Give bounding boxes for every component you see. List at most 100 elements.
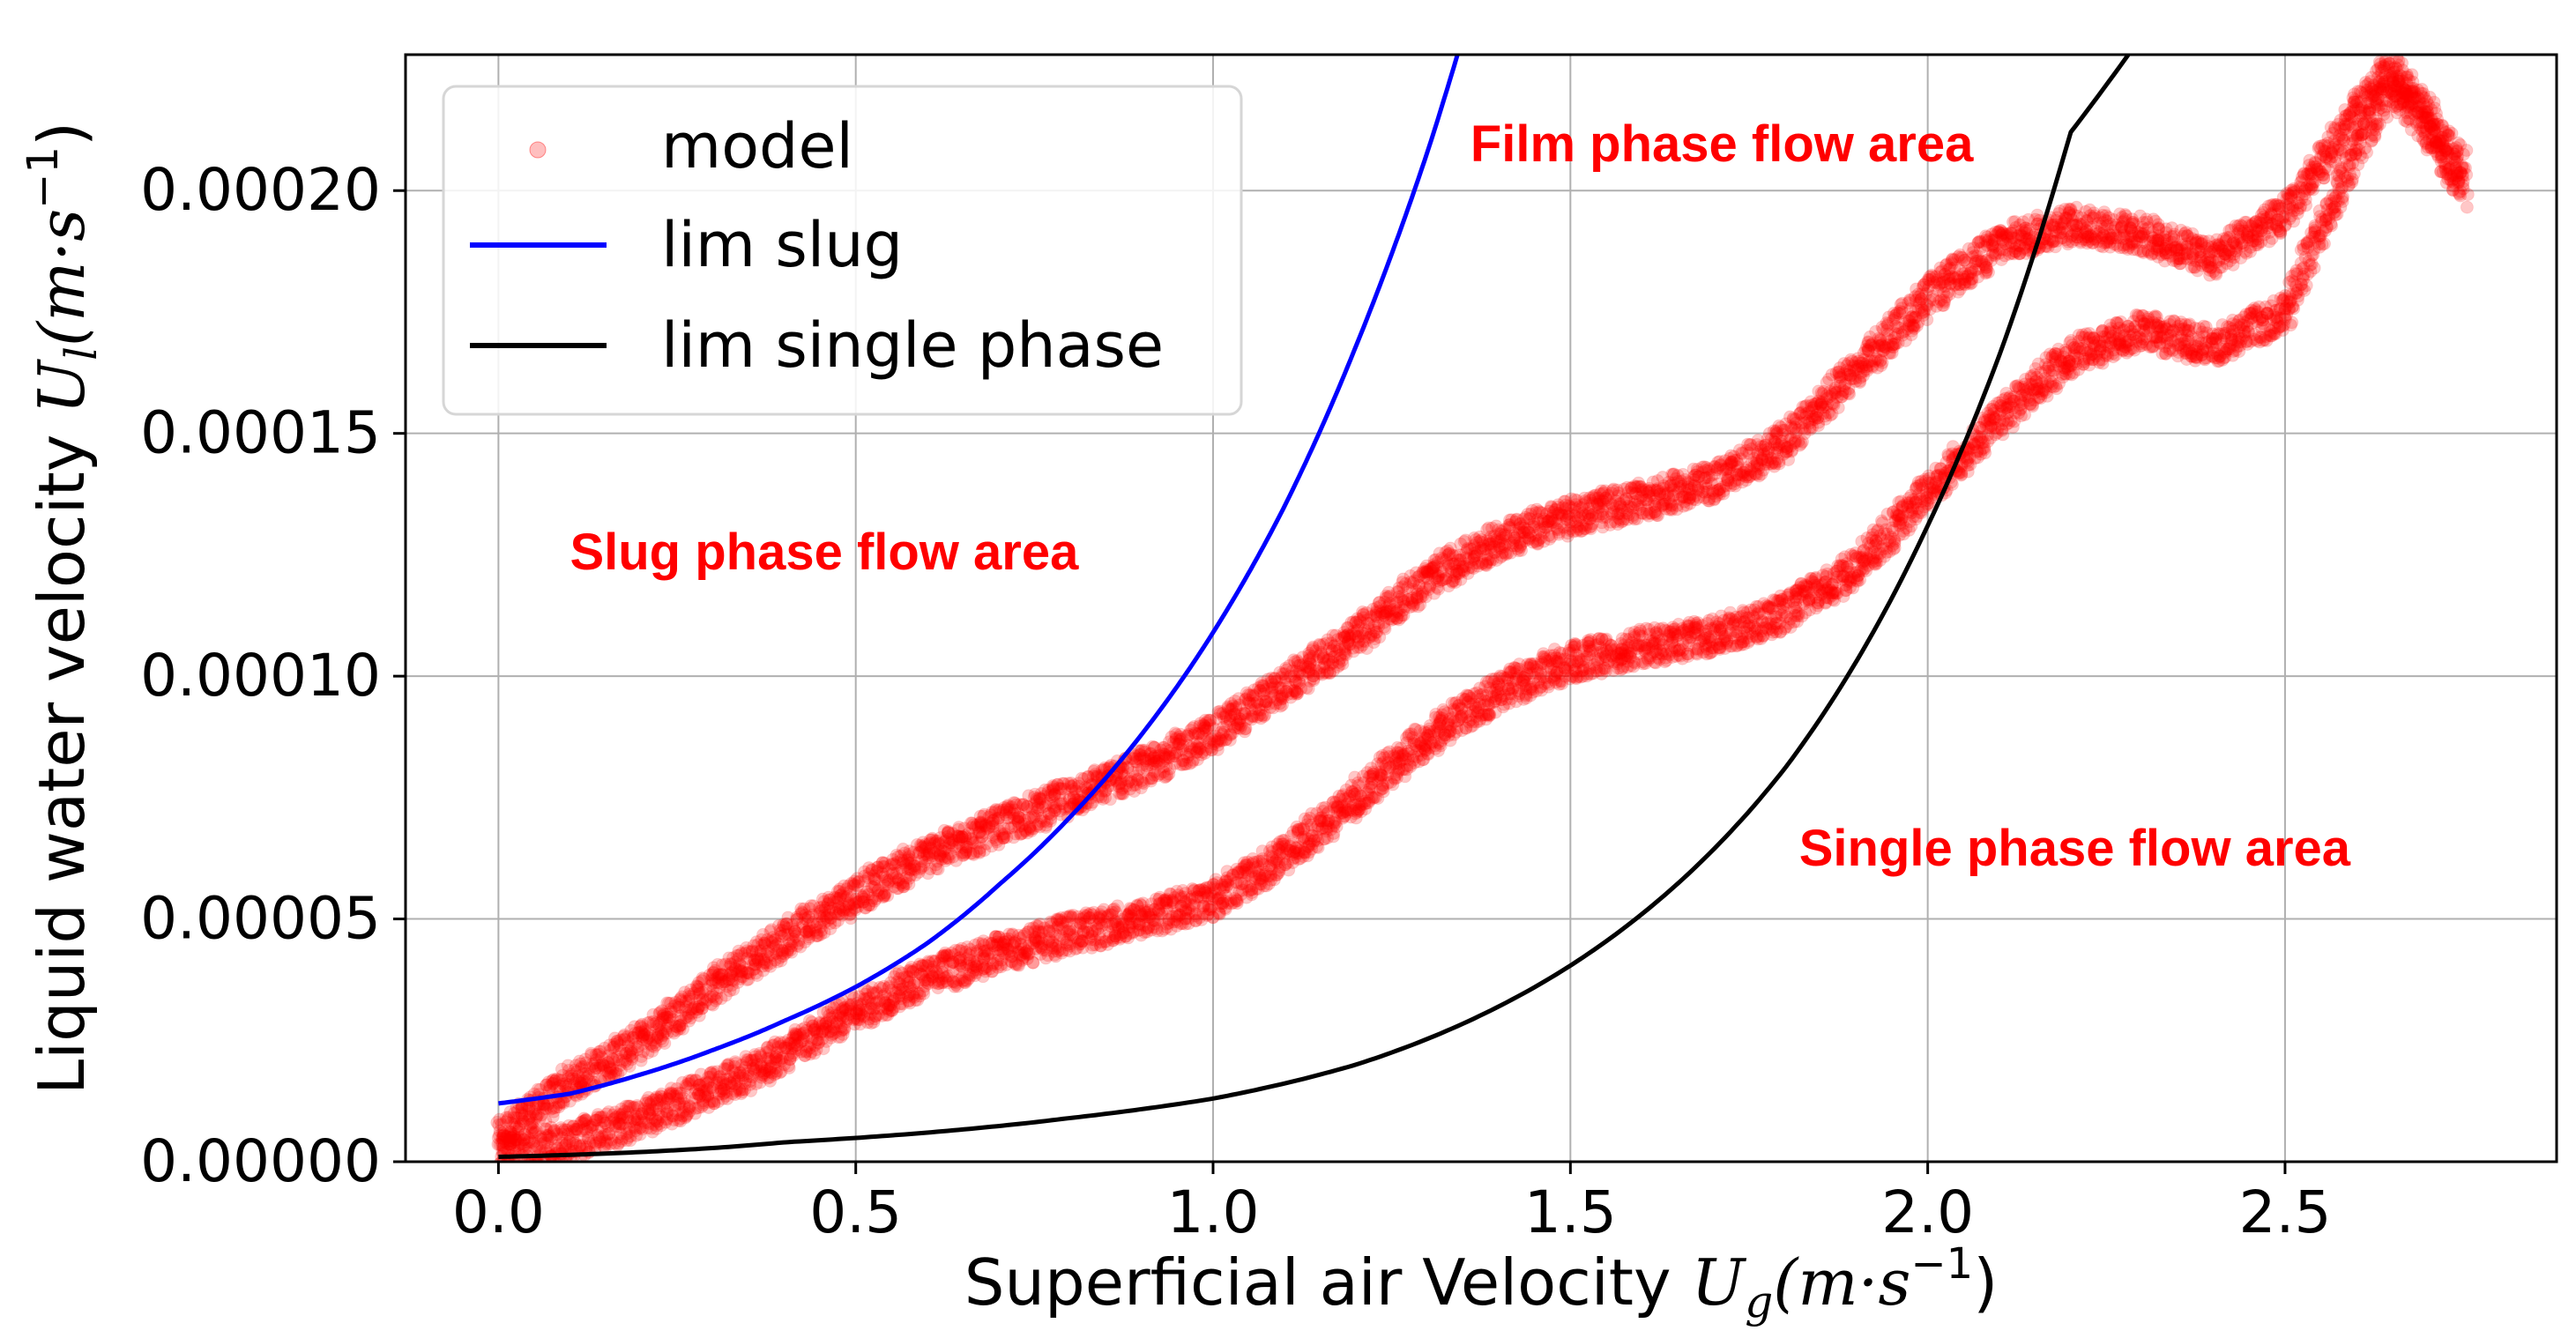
model-point [540,1078,553,1092]
model-point [541,1075,555,1089]
model-point [501,1112,515,1126]
model-point [526,1105,540,1119]
model-point [562,1069,576,1083]
model-point [526,1116,540,1130]
model-point [546,1110,560,1124]
model-point [522,1104,536,1118]
model-point [517,1115,531,1129]
model-point [553,1079,567,1093]
model-point [2304,180,2319,194]
model-point [522,1112,535,1126]
model-point [523,1109,536,1123]
model-point [544,1102,558,1116]
model-point [529,1111,543,1125]
model-point [1979,261,1993,274]
model-point [540,1102,554,1116]
model-point [536,1102,550,1116]
model-point [534,1108,548,1122]
model-point [493,1124,507,1138]
model-point [526,1121,540,1135]
model-point [511,1125,525,1139]
model-point [552,1097,566,1111]
model-point [553,1073,567,1087]
model-point [2460,144,2474,157]
model-point [547,1073,561,1087]
model-point [523,1118,537,1132]
model-point [503,1137,517,1151]
model-point [555,1074,569,1088]
model-point [511,1111,525,1126]
model-point [556,1096,570,1111]
model-point [549,1072,563,1086]
model-point [562,1071,576,1085]
model-point [503,1125,517,1139]
model-point [504,1116,518,1130]
model-point [559,1076,573,1090]
model-point [515,1111,529,1126]
model-point [530,1109,544,1123]
model-point [495,1138,509,1152]
model-point [547,1104,561,1119]
model-point [502,1137,515,1151]
model-point [499,1115,513,1129]
model-point [504,1126,518,1140]
model-point [492,1118,506,1132]
model-point [546,1077,560,1090]
model-point [555,1062,569,1076]
model-point [495,1132,510,1146]
model-point [562,1063,576,1077]
model-point [495,1131,510,1145]
model-point [539,1114,553,1128]
model-point [502,1134,516,1148]
model-point [507,1111,521,1125]
model-point [543,1079,557,1093]
model-point [496,1129,510,1143]
model-point [497,1125,511,1139]
model-point [504,1130,518,1144]
model-point [528,1102,542,1116]
model-point [549,1100,562,1114]
model-point [499,1111,513,1125]
model-point [539,1102,553,1116]
model-point [533,1111,547,1126]
model-point [540,1078,554,1092]
model-point [1842,386,1856,400]
model-point [506,1129,520,1143]
model-point [510,1111,524,1125]
model-point [547,1076,560,1090]
model-point [517,1109,532,1122]
model-branch-upper [490,55,2474,1154]
model-point [555,1068,570,1082]
model-point [510,1119,524,1134]
model-point [525,1117,539,1131]
model-point [543,1081,557,1094]
model-point [566,1072,580,1086]
model-point [514,1117,528,1131]
model-point [523,1111,537,1125]
model-scatter-series [490,55,2475,1162]
model-point [490,1115,504,1129]
model-point [565,1069,578,1083]
model-point [495,1118,509,1132]
model-point [545,1074,559,1088]
model-point [547,1074,562,1089]
model-point [524,1110,538,1124]
model-point [549,1074,562,1088]
model-point [511,1122,525,1136]
model-point [516,1114,530,1128]
model-point [504,1126,517,1140]
model-point [522,1102,536,1116]
model-point [495,1135,509,1149]
model-point [496,1140,510,1154]
model-point [507,1116,521,1130]
model-point [508,1118,522,1132]
model-point [497,1132,511,1146]
model-point [507,1138,521,1152]
model-point [503,1104,517,1119]
model-point [556,1077,570,1091]
model-point [504,1131,518,1145]
model-point [552,1100,566,1114]
model-point [529,1107,543,1121]
model-point [531,1107,545,1121]
